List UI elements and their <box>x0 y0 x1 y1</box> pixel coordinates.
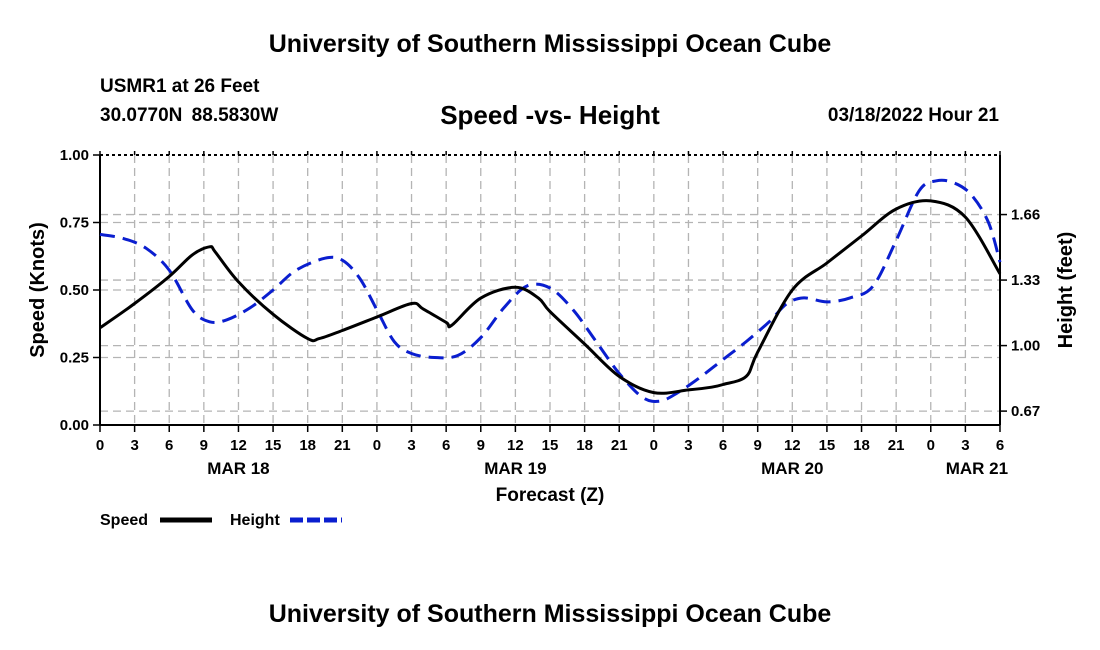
y2-axis-title: Height (feet) <box>1055 232 1077 349</box>
y-axis-title: Speed (Knots) <box>27 222 49 358</box>
y-tick-label: 1.00 <box>60 147 89 164</box>
main-title: University of Southern Mississippi Ocean… <box>268 30 832 58</box>
x-tick-label: 3 <box>130 437 138 454</box>
x-tick-label: 0 <box>96 437 104 454</box>
y-tick-label: 0.75 <box>60 215 89 232</box>
date-label: MAR 20 <box>761 459 823 478</box>
x-tick-label: 3 <box>684 437 692 454</box>
x-tick-label: 15 <box>265 437 282 454</box>
forecast-timestamp: 03/18/2022 Hour 21 <box>827 105 999 126</box>
speed-series-line <box>99 199 1002 395</box>
x-tick-label: 6 <box>996 437 1004 454</box>
x-tick-label: 3 <box>407 437 415 454</box>
y2-tick-label: 1.66 <box>1011 207 1040 224</box>
x-tick-label: 9 <box>477 437 485 454</box>
x-tick-label: 15 <box>542 437 559 454</box>
x-tick-label: 15 <box>819 437 836 454</box>
x-tick-label: 6 <box>719 437 727 454</box>
x-tick-label: 21 <box>334 437 351 454</box>
x-tick-label: 3 <box>961 437 969 454</box>
x-tick-label: 0 <box>650 437 658 454</box>
legend-label-height: Height <box>230 512 280 529</box>
x-tick-label: 18 <box>853 437 870 454</box>
x-tick-label: 0 <box>927 437 935 454</box>
date-label: MAR 18 <box>207 459 269 478</box>
footer-title: University of Southern Mississippi Ocean… <box>268 600 832 628</box>
legend-label-speed: Speed <box>100 512 148 529</box>
chart-title: Speed -vs- Height <box>440 100 660 130</box>
speed-height-chart: 0 3 6 9 12 15 18 21 0 3 6 9 12 15 18 21 0 3 6 9 12 15 18 21 0 3 60… <box>27 147 1077 529</box>
y2-tick-label: 1.00 <box>1011 338 1040 355</box>
x-tick-label: 9 <box>754 437 762 454</box>
y2-tick-label: 0.67 <box>1011 403 1040 420</box>
y-tick-label: 0.50 <box>60 282 89 299</box>
x-tick-label: 12 <box>507 437 524 454</box>
y2-tick-label: 1.33 <box>1011 272 1040 289</box>
x-tick-label: 12 <box>230 437 247 454</box>
x-tick-label: 6 <box>442 437 450 454</box>
x-tick-label: 21 <box>611 437 628 454</box>
station-label: USMR1 at 26 Feet <box>100 76 260 97</box>
height-series-line <box>99 178 1002 403</box>
y-tick-label: 0.25 <box>60 350 89 367</box>
x-tick-label: 18 <box>299 437 316 454</box>
station-coordinates: 30.0770N 88.5830W <box>100 105 279 126</box>
x-tick-label: 18 <box>576 437 593 454</box>
date-label: MAR 19 <box>484 459 546 478</box>
date-label: MAR 21 <box>946 459 1008 478</box>
x-tick-label: 21 <box>888 437 905 454</box>
x-tick-label: 6 <box>165 437 173 454</box>
x-tick-label: 12 <box>784 437 801 454</box>
y-tick-label: 0.00 <box>60 417 89 434</box>
x-tick-label: 0 <box>373 437 381 454</box>
x-tick-label: 9 <box>200 437 208 454</box>
x-axis-title: Forecast (Z) <box>496 485 605 506</box>
